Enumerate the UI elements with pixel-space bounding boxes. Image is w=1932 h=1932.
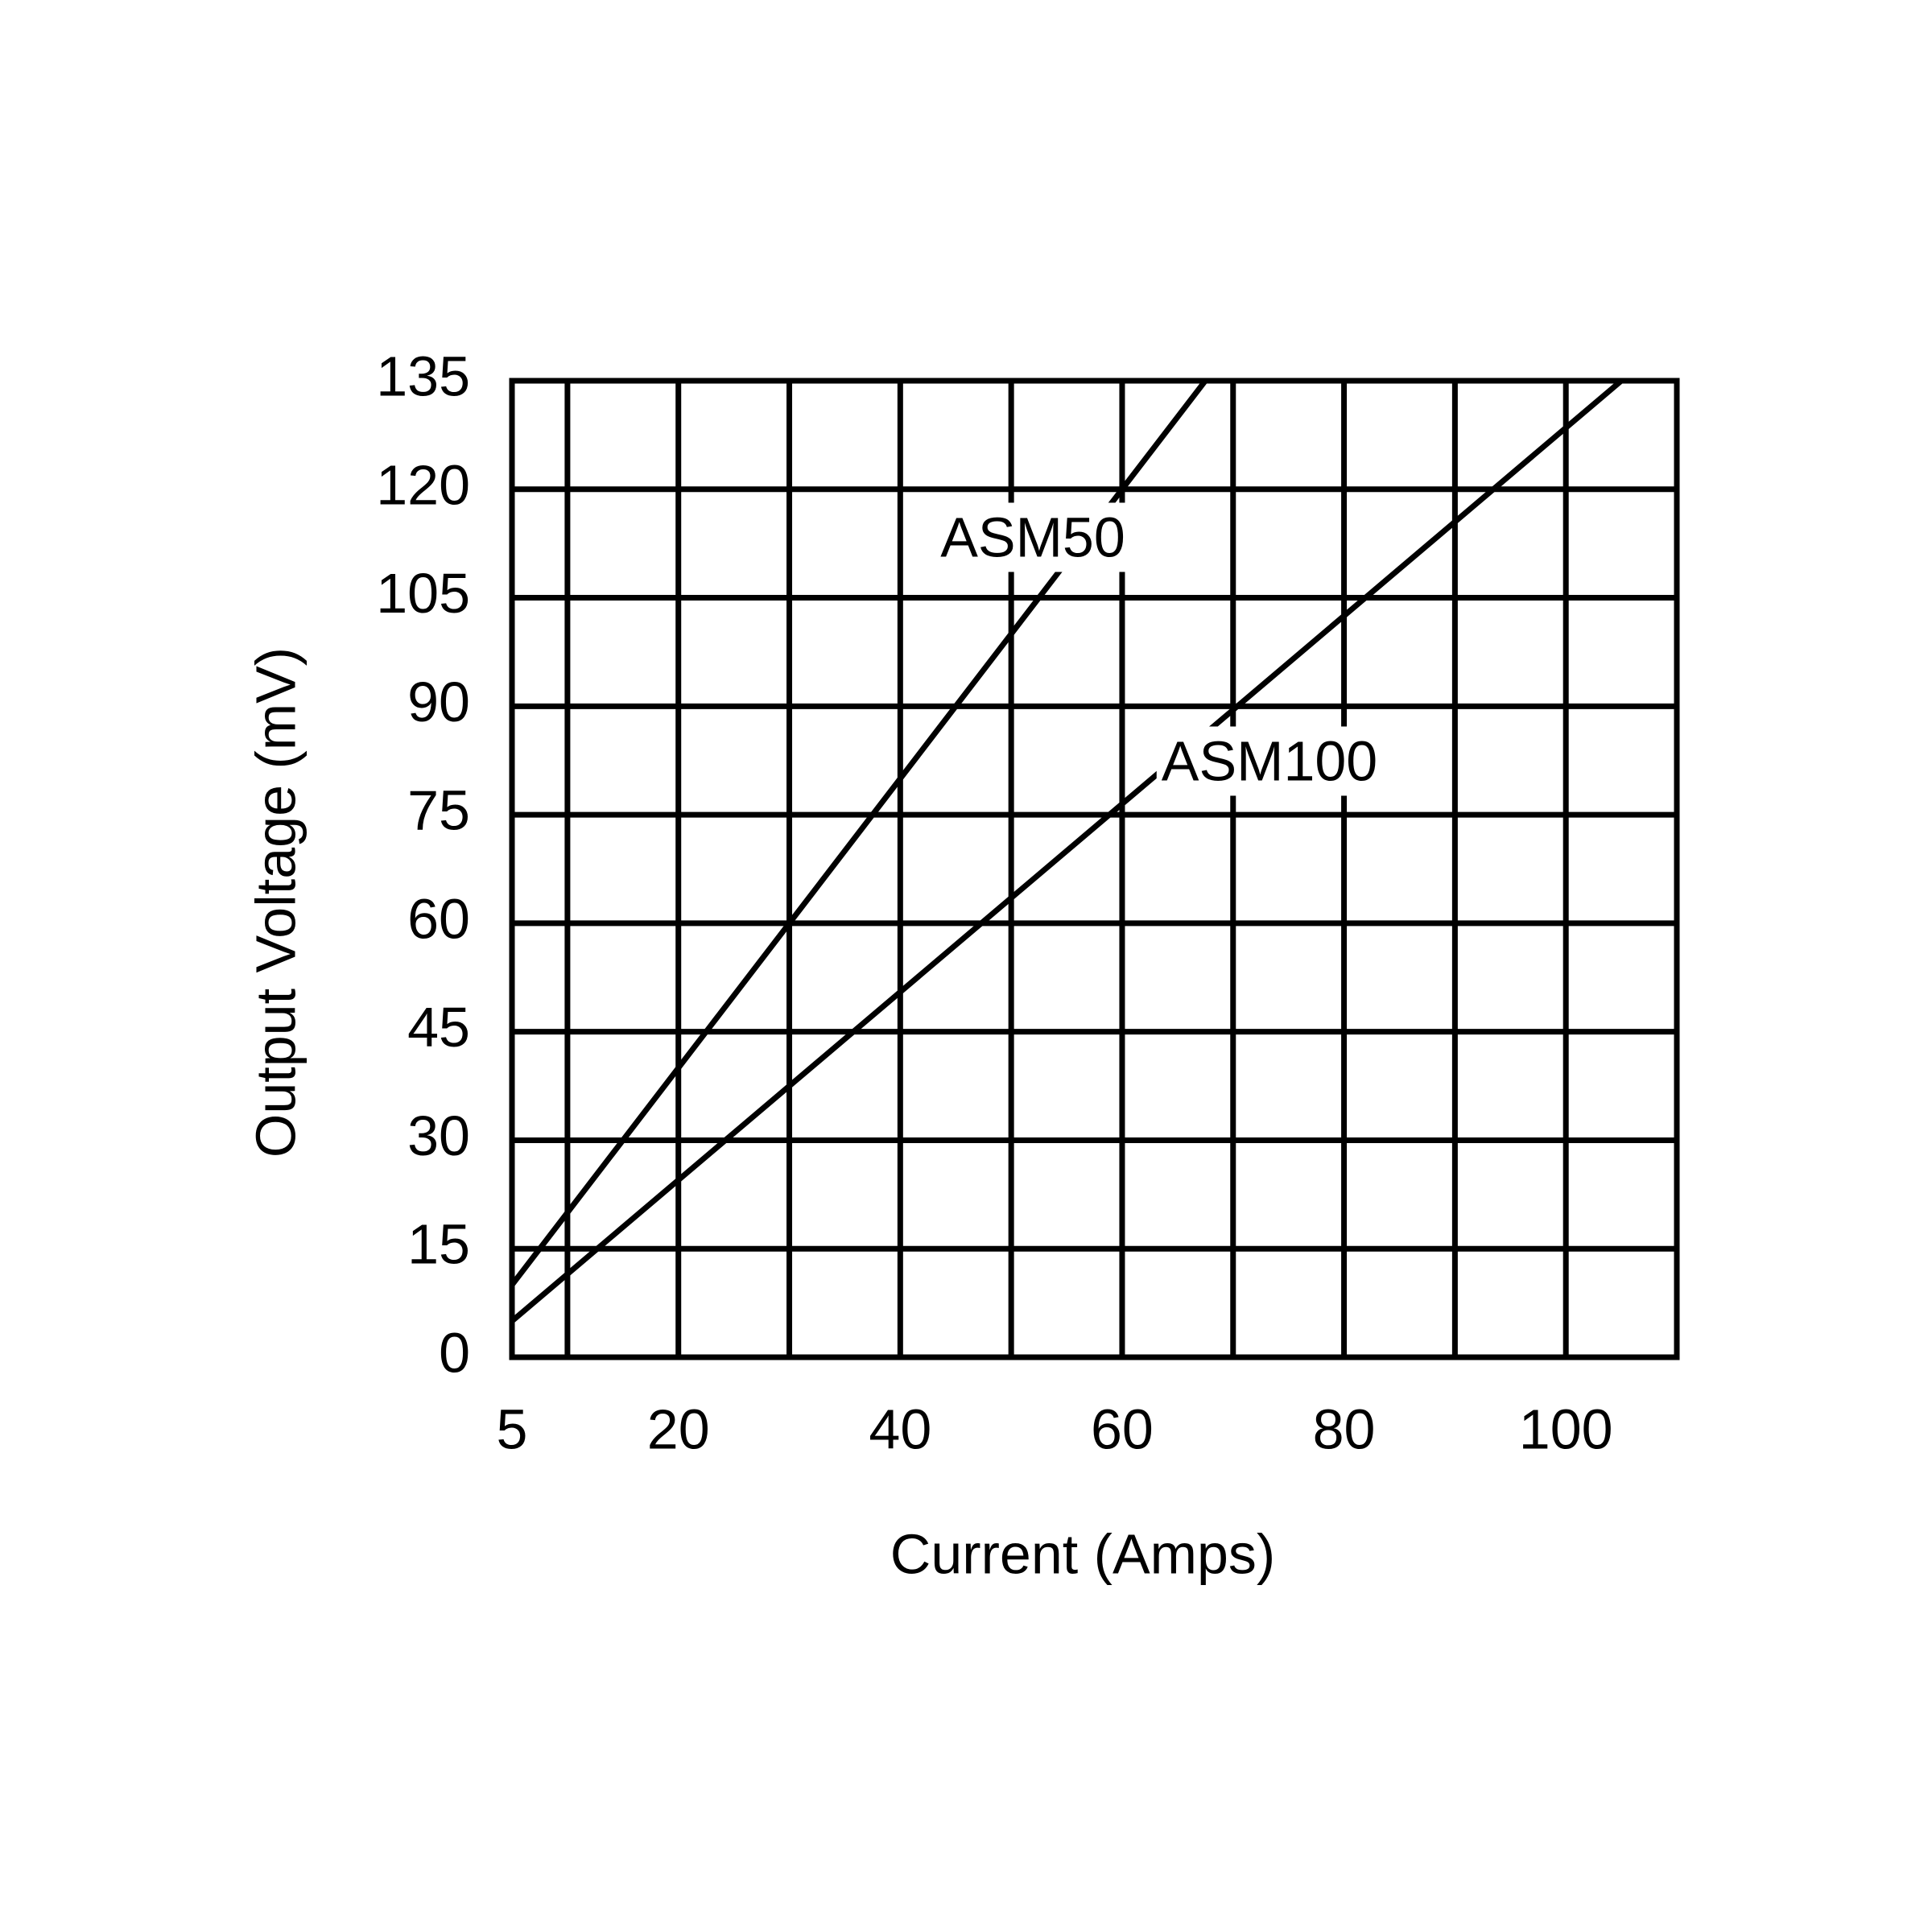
series-label: ASM50 bbox=[940, 506, 1125, 568]
y-tick-label: 120 bbox=[376, 453, 470, 516]
y-tick-label: 15 bbox=[407, 1213, 470, 1276]
x-axis-title: Current (Amps) bbox=[890, 1522, 1275, 1585]
y-tick-label: 75 bbox=[407, 779, 470, 842]
series-label: ASM100 bbox=[1162, 729, 1377, 792]
x-tick-label: 60 bbox=[1091, 1397, 1154, 1460]
x-tick-label: 20 bbox=[647, 1397, 710, 1460]
y-tick-label: 60 bbox=[407, 887, 470, 950]
y-axis-title: Output Voltage (mV) bbox=[244, 647, 307, 1158]
x-tick-label: 40 bbox=[869, 1397, 931, 1460]
series-label-background bbox=[1156, 726, 1383, 796]
y-tick-label: 0 bbox=[439, 1321, 470, 1384]
y-tick-label: 90 bbox=[407, 671, 470, 733]
series-label-background bbox=[935, 502, 1130, 572]
x-tick-label: 100 bbox=[1519, 1397, 1613, 1460]
y-tick-label: 30 bbox=[407, 1104, 470, 1167]
y-tick-label: 105 bbox=[376, 562, 470, 625]
series-line bbox=[510, 378, 1624, 1323]
plot-frame bbox=[509, 378, 1680, 1360]
y-tick-label: 135 bbox=[376, 345, 470, 407]
y-tick-label: 45 bbox=[407, 996, 470, 1059]
x-tick-label: 5 bbox=[497, 1397, 528, 1460]
x-tick-label: 80 bbox=[1313, 1397, 1376, 1460]
